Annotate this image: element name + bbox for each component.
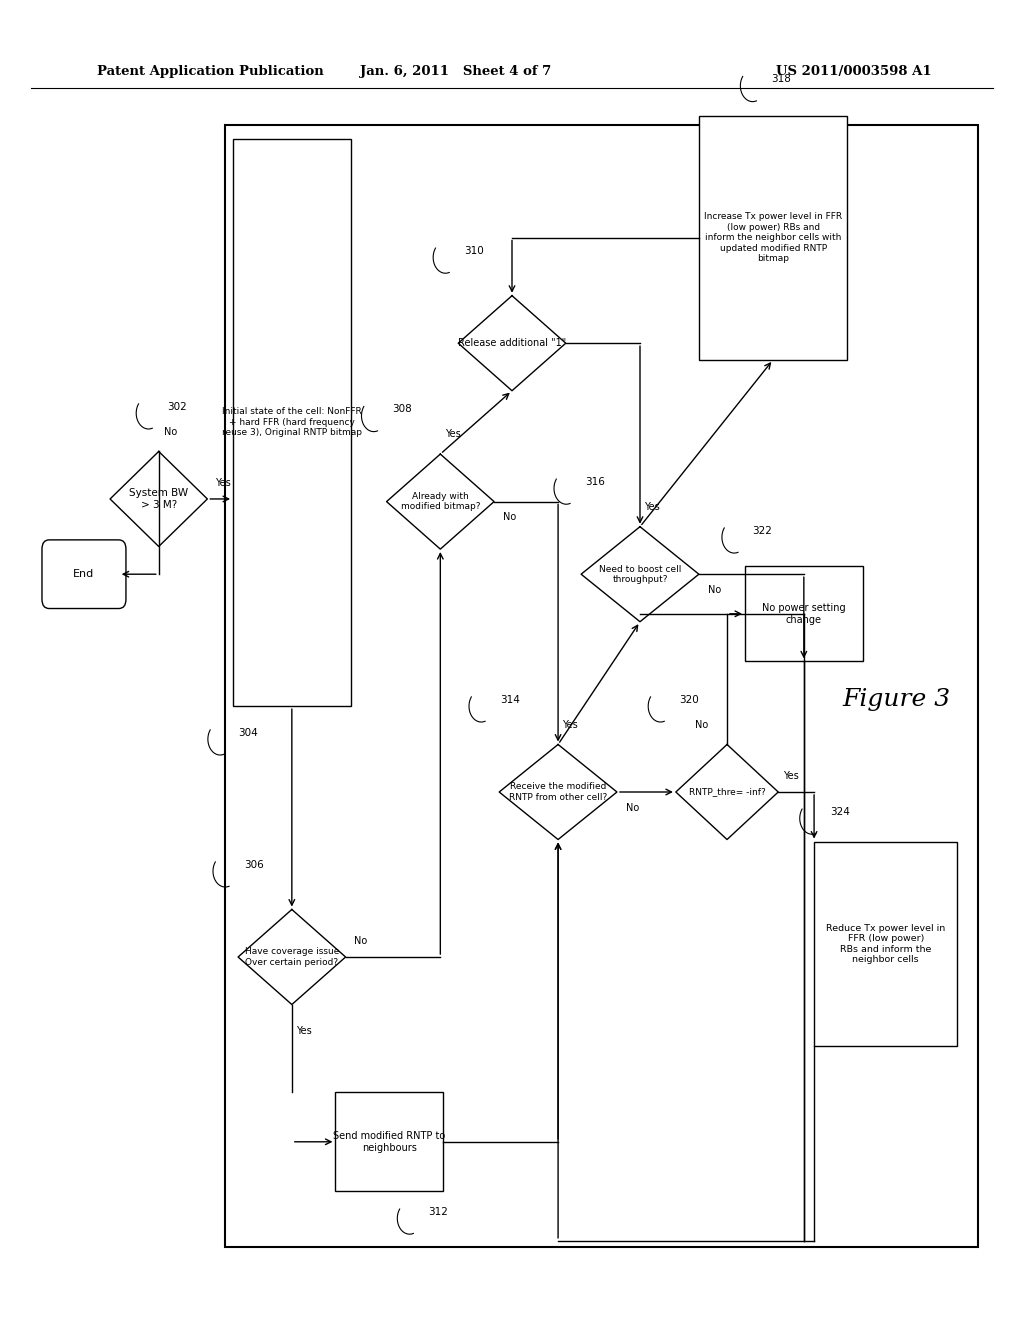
Text: 316: 316: [585, 477, 604, 487]
Text: Figure 3: Figure 3: [842, 688, 950, 711]
Text: Need to boost cell
throughput?: Need to boost cell throughput?: [599, 565, 681, 583]
Text: No: No: [503, 512, 516, 523]
Text: Yes: Yes: [782, 771, 799, 781]
Text: No: No: [708, 585, 721, 595]
Bar: [698, 116, 848, 360]
Text: 302: 302: [167, 401, 186, 412]
Text: Patent Application Publication: Patent Application Publication: [97, 65, 324, 78]
Text: Yes: Yes: [562, 719, 579, 730]
Text: Yes: Yes: [215, 478, 230, 488]
Text: 310: 310: [464, 246, 483, 256]
Text: US 2011/0003598 A1: US 2011/0003598 A1: [776, 65, 932, 78]
Text: Reduce Tx power level in
FFR (low power)
RBs and inform the
neighbor cells: Reduce Tx power level in FFR (low power)…: [826, 924, 945, 964]
Bar: [814, 842, 957, 1045]
Text: No: No: [695, 719, 708, 730]
Bar: [225, 125, 978, 1247]
Text: No: No: [165, 426, 177, 437]
Text: Have coverage issue
Over certain period?: Have coverage issue Over certain period?: [245, 948, 339, 966]
Bar: [232, 139, 350, 706]
Text: RNTP_thre= -inf?: RNTP_thre= -inf?: [689, 788, 765, 796]
Text: 308: 308: [392, 404, 412, 414]
Text: 318: 318: [771, 74, 791, 84]
Text: No: No: [354, 936, 368, 946]
Text: No power setting
change: No power setting change: [762, 603, 846, 624]
Text: 306: 306: [244, 859, 263, 870]
FancyBboxPatch shape: [42, 540, 126, 609]
Text: Initial state of the cell: NonFFR
+ hard FFR (hard frequency
reuse 3), Original : Initial state of the cell: NonFFR + hard…: [222, 408, 361, 437]
Bar: [336, 1093, 442, 1191]
Text: 320: 320: [679, 694, 698, 705]
Text: Release additional "1": Release additional "1": [458, 338, 566, 348]
Text: Receive the modified
RNTP from other cell?: Receive the modified RNTP from other cel…: [509, 783, 607, 801]
Text: Yes: Yes: [644, 502, 660, 512]
Text: 314: 314: [500, 694, 519, 705]
Text: 304: 304: [239, 727, 258, 738]
Bar: [745, 566, 862, 661]
Text: 312: 312: [428, 1206, 447, 1217]
Text: 322: 322: [753, 525, 772, 536]
Text: No: No: [626, 803, 639, 813]
Text: 324: 324: [830, 807, 850, 817]
Text: Jan. 6, 2011   Sheet 4 of 7: Jan. 6, 2011 Sheet 4 of 7: [360, 65, 551, 78]
Text: Yes: Yes: [296, 1026, 312, 1036]
Text: Increase Tx power level in FFR
(low power) RBs and
inform the neighbor cells wit: Increase Tx power level in FFR (low powe…: [705, 213, 842, 263]
Text: Yes: Yes: [444, 429, 461, 440]
Text: Already with
modified bitmap?: Already with modified bitmap?: [400, 492, 480, 511]
Text: End: End: [74, 569, 94, 579]
Text: Send modified RNTP to
neighbours: Send modified RNTP to neighbours: [333, 1131, 445, 1152]
Text: System BW
> 3 M?: System BW > 3 M?: [129, 488, 188, 510]
